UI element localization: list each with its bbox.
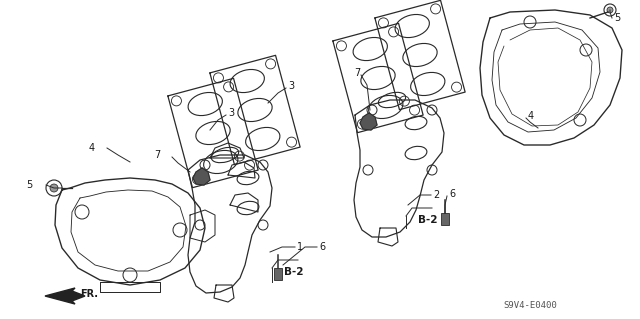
Text: B-2: B-2	[418, 215, 438, 225]
Text: 3: 3	[288, 81, 294, 91]
Circle shape	[50, 184, 58, 192]
Text: 2: 2	[433, 190, 439, 200]
Polygon shape	[360, 113, 377, 130]
Circle shape	[607, 7, 613, 13]
Text: 3: 3	[228, 108, 234, 118]
Bar	[441, 213, 449, 225]
Text: 6: 6	[449, 189, 455, 199]
Text: 5: 5	[614, 13, 620, 23]
Text: 5: 5	[26, 180, 32, 190]
Text: 1: 1	[297, 242, 303, 252]
Polygon shape	[45, 288, 85, 304]
Text: 4: 4	[89, 143, 95, 153]
Text: 6: 6	[319, 242, 325, 252]
Text: 4: 4	[528, 111, 534, 121]
Text: B-2: B-2	[284, 267, 303, 277]
Text: S9V4-E0400: S9V4-E0400	[503, 300, 557, 309]
Bar	[274, 268, 282, 280]
Text: 7: 7	[154, 150, 160, 160]
Text: 7: 7	[354, 68, 360, 78]
Polygon shape	[193, 168, 210, 185]
Text: FR.: FR.	[80, 289, 98, 299]
